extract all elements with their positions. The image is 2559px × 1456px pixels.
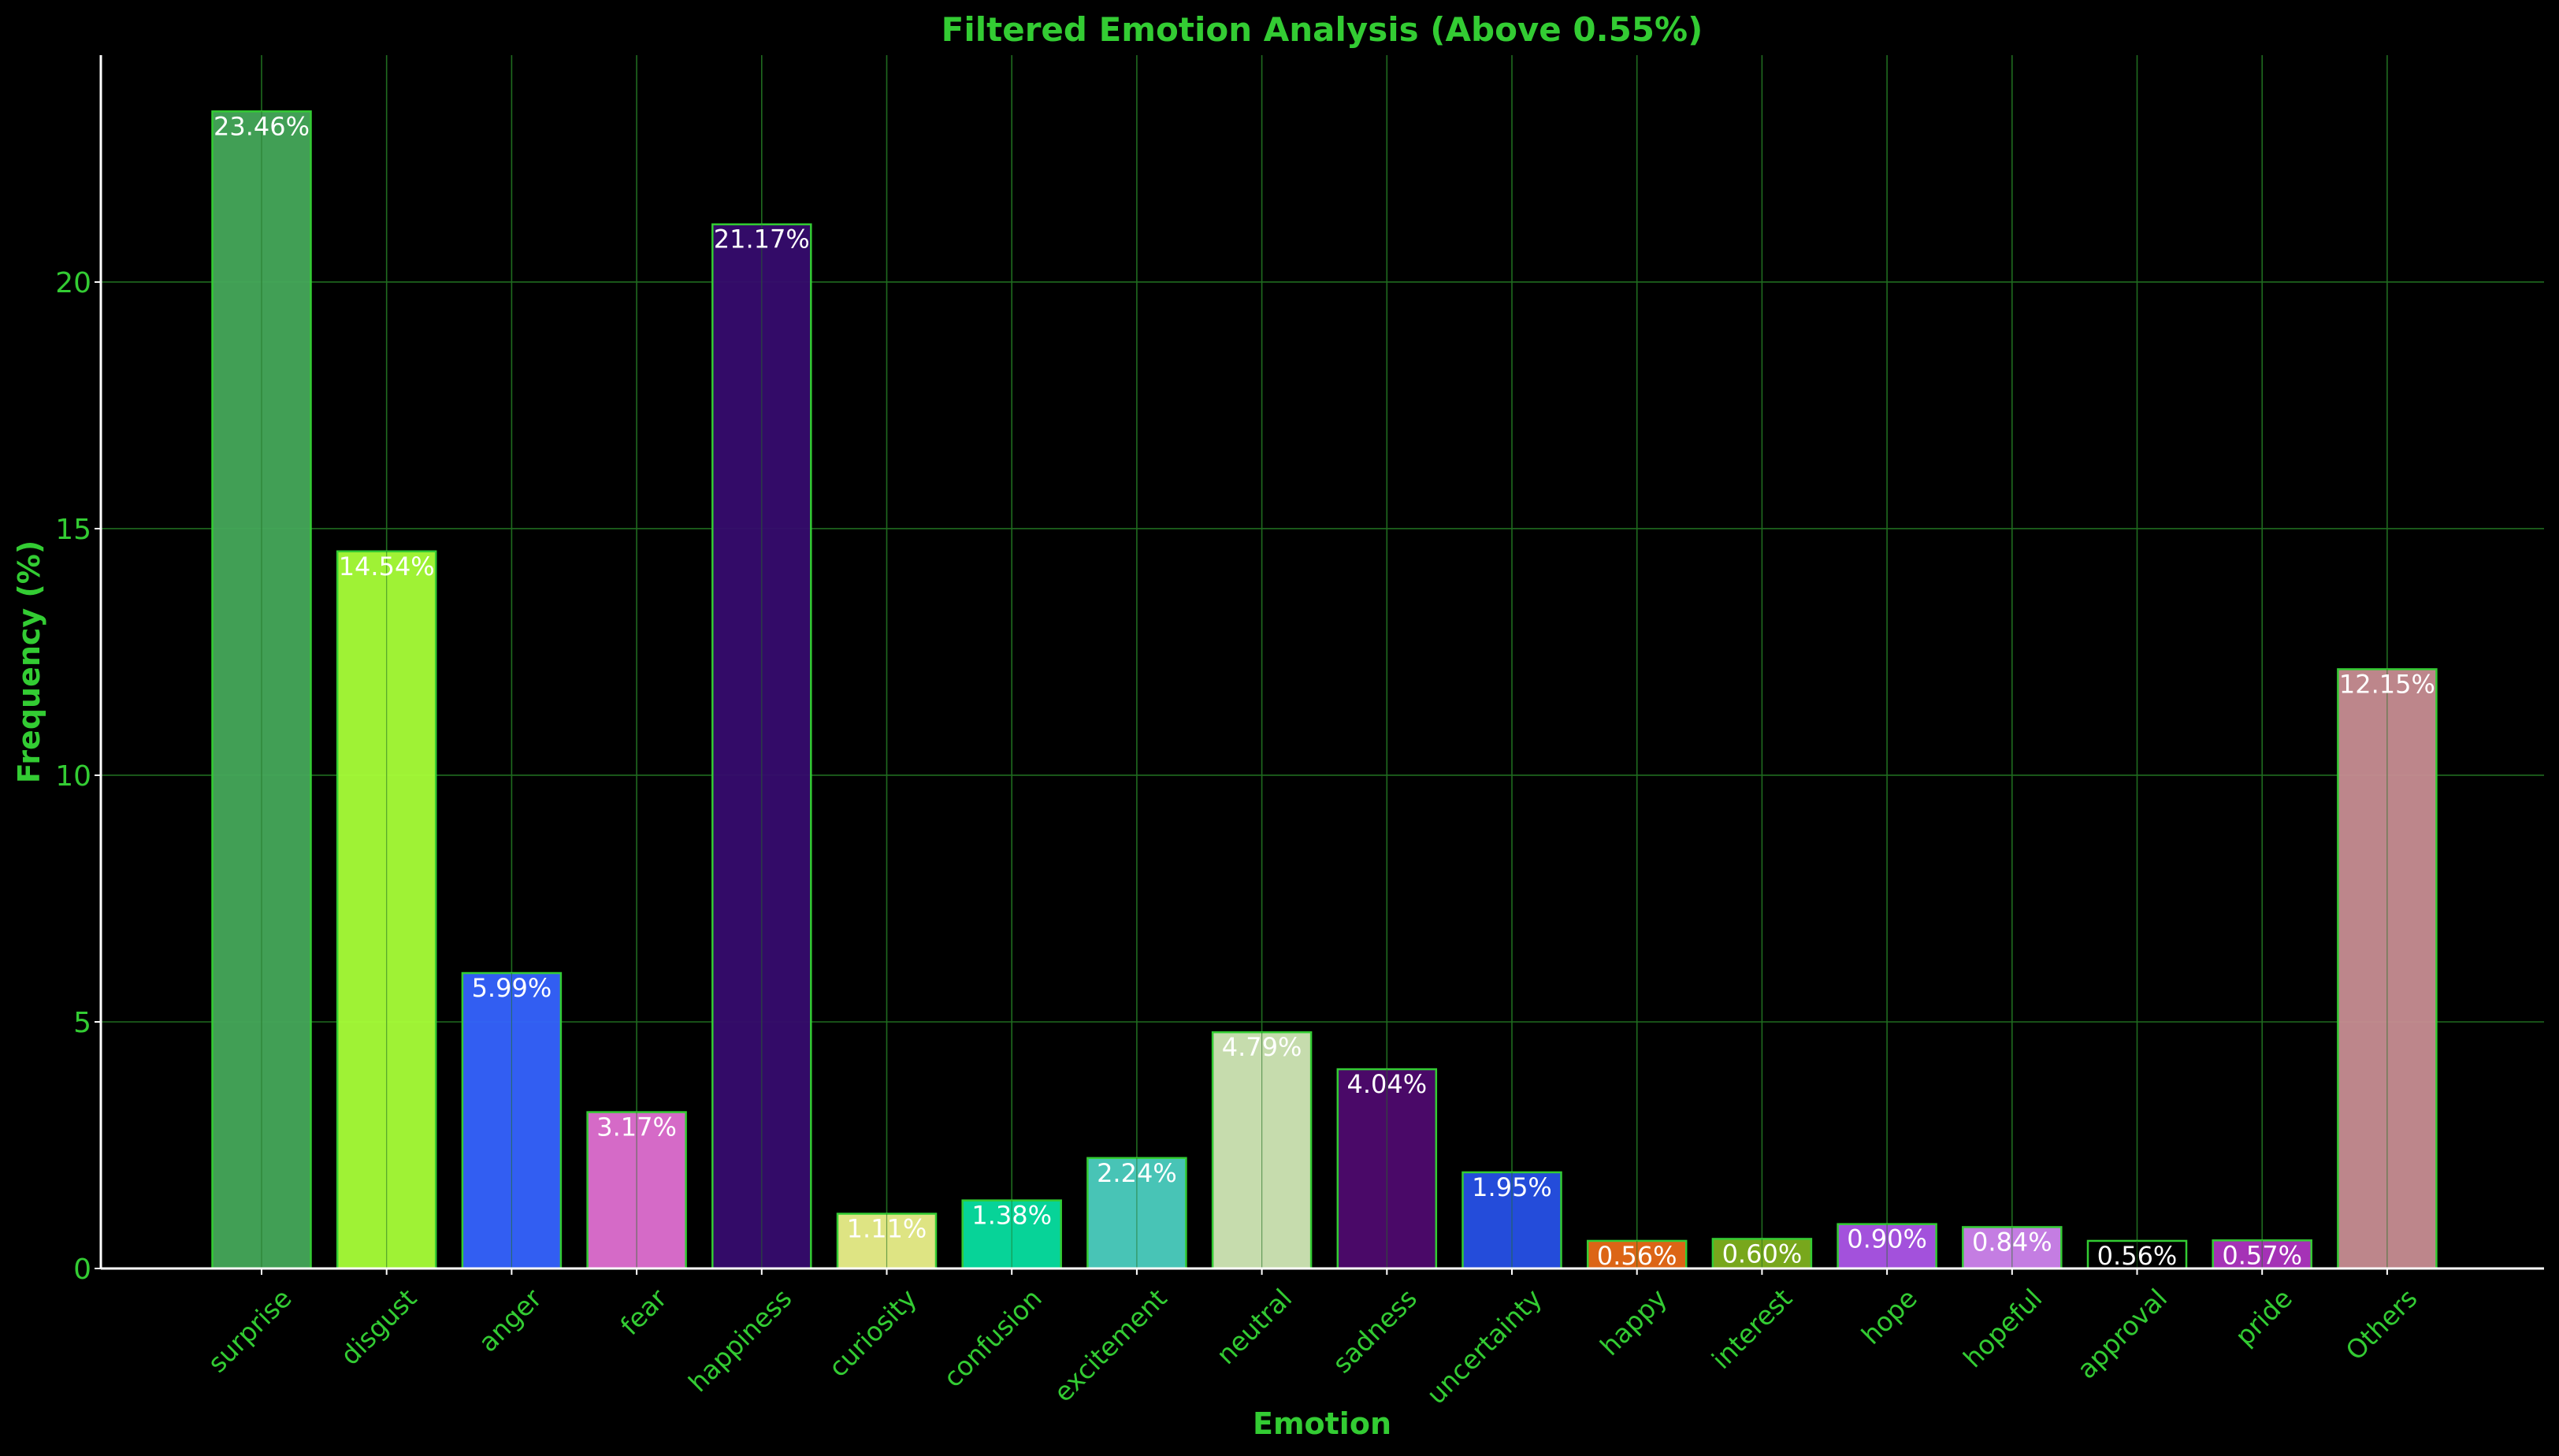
- y-tick-label: 10: [55, 760, 91, 793]
- data-label: 21.17%: [714, 225, 810, 254]
- data-label: 4.04%: [1346, 1069, 1427, 1099]
- y-tick-label: 5: [73, 1007, 91, 1039]
- data-label: 14.54%: [339, 552, 435, 581]
- y-tick-label: 20: [55, 267, 91, 299]
- y-axis-label: Frequency (%): [12, 540, 46, 783]
- data-label: 0.56%: [2097, 1241, 2178, 1271]
- data-label: 3.17%: [596, 1112, 677, 1142]
- data-label: 4.79%: [1222, 1032, 1302, 1062]
- y-tick-labels: 0 5 10 15 20: [55, 267, 101, 1286]
- data-label: 0.90%: [1847, 1224, 1927, 1254]
- data-label: 1.38%: [971, 1201, 1052, 1231]
- data-label: 0.84%: [1972, 1227, 2052, 1257]
- data-label: 23.46%: [214, 111, 310, 141]
- x-axis-label: Emotion: [1253, 1406, 1391, 1441]
- data-label: 1.95%: [1472, 1172, 1552, 1202]
- y-tick-label: 0: [73, 1254, 91, 1286]
- data-label: 12.15%: [2339, 669, 2435, 699]
- chart-title: Filtered Emotion Analysis (Above 0.55%): [942, 10, 1703, 49]
- data-label: 5.99%: [472, 973, 552, 1003]
- data-labels-group: 23.46% 14.54% 5.99% 3.17% 21.17% 1.11% 1.38% 2.…: [214, 111, 2435, 1271]
- bars-group: [211, 110, 2438, 1270]
- data-label: 0.57%: [2222, 1240, 2302, 1270]
- y-tick-label: 15: [55, 514, 91, 546]
- data-label: 0.56%: [1597, 1241, 1677, 1271]
- data-label: 2.24%: [1097, 1158, 1177, 1188]
- data-label: 1.11%: [847, 1214, 927, 1244]
- data-label: 0.60%: [1722, 1239, 1803, 1268]
